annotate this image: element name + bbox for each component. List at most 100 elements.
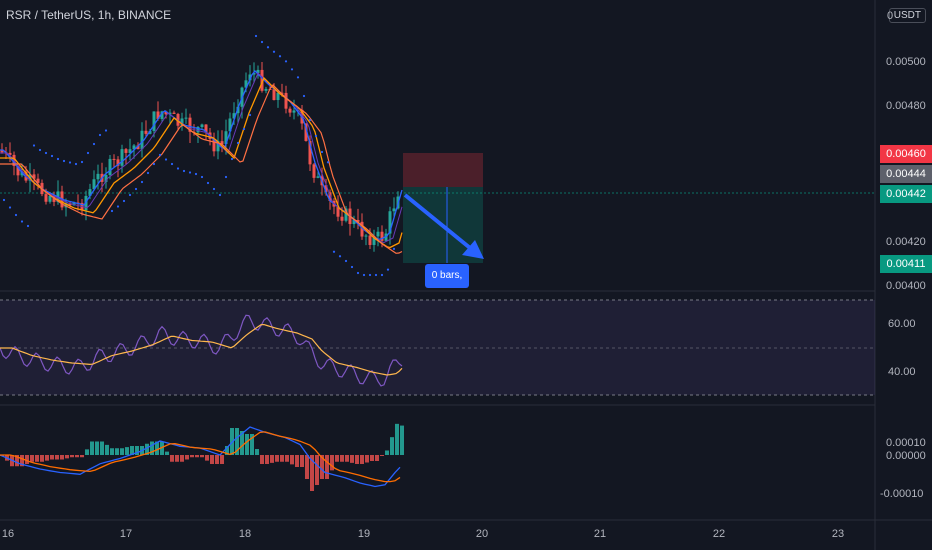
psar-dot bbox=[128, 193, 132, 197]
candle-body bbox=[36, 178, 40, 183]
macd-histogram-bar bbox=[205, 455, 209, 461]
macd-axis-label: 0.00010 bbox=[886, 437, 926, 449]
candle-body bbox=[164, 111, 168, 115]
macd-histogram-bar bbox=[55, 455, 59, 460]
candle-body bbox=[276, 92, 280, 101]
candle-body bbox=[244, 80, 248, 88]
candle-body bbox=[344, 208, 348, 221]
rsi-ma-line bbox=[0, 323, 403, 376]
macd-histogram-bar bbox=[260, 455, 264, 464]
macd-histogram-bar bbox=[70, 455, 74, 458]
macd-axis-label: 0.00000 bbox=[886, 450, 926, 462]
macd-histogram bbox=[0, 423, 404, 491]
psar-dot bbox=[272, 50, 276, 53]
psar-dot bbox=[56, 157, 60, 161]
trend-arrow[interactable] bbox=[403, 193, 477, 254]
psar-dot bbox=[158, 153, 162, 157]
macd-histogram-bar bbox=[45, 455, 49, 461]
rsi-axis-label: 40.00 bbox=[888, 366, 916, 378]
macd-histogram-bar bbox=[385, 450, 389, 455]
candle-body bbox=[160, 111, 164, 119]
macd-histogram-bar bbox=[15, 455, 19, 467]
ema-mid-line bbox=[0, 72, 403, 244]
macd-histogram-bar bbox=[135, 446, 139, 455]
psar-dot bbox=[44, 151, 48, 155]
candle-body bbox=[152, 111, 156, 131]
psar-dot bbox=[104, 129, 108, 132]
symbol-title[interactable]: RSR / TetherUS, 1h, BINANCE bbox=[6, 8, 172, 22]
macd-histogram-bar bbox=[130, 446, 134, 455]
time-axis-label: 23 bbox=[831, 528, 845, 540]
take-profit-price-badge: 0.00411 bbox=[880, 255, 932, 273]
candle-body bbox=[224, 131, 228, 144]
macd-histogram-bar bbox=[265, 455, 269, 464]
psar-dot bbox=[248, 113, 252, 117]
macd-histogram-bar bbox=[95, 441, 99, 455]
psar-dot bbox=[8, 206, 12, 209]
candle-body bbox=[96, 173, 100, 180]
macd-histogram-bar bbox=[150, 441, 154, 455]
candle-body bbox=[288, 108, 292, 113]
candle-body bbox=[116, 159, 120, 166]
candle-body bbox=[0, 150, 4, 153]
macd-histogram-bar bbox=[350, 455, 354, 463]
macd-histogram-bar bbox=[295, 455, 299, 467]
time-axis-label: 21 bbox=[593, 528, 607, 540]
psar-dot bbox=[344, 259, 348, 263]
psar-dot bbox=[194, 172, 198, 176]
time-axis-label: 19 bbox=[357, 528, 371, 540]
psar-dot bbox=[98, 133, 102, 137]
macd-histogram-bar bbox=[25, 455, 29, 464]
candle-body bbox=[124, 149, 128, 153]
candle-body bbox=[292, 110, 296, 113]
macd-histogram-bar bbox=[160, 441, 164, 455]
macd-histogram-bar bbox=[395, 423, 399, 455]
candlestick-series bbox=[0, 62, 400, 252]
psar-dot bbox=[302, 94, 306, 98]
candle-body bbox=[68, 203, 72, 206]
macd-histogram-bar bbox=[240, 431, 244, 455]
psar-dot bbox=[290, 68, 294, 71]
candle-body bbox=[284, 92, 288, 109]
candle-body bbox=[336, 206, 340, 217]
candle-body bbox=[32, 174, 36, 179]
price-axis-label: 0.00480 bbox=[886, 100, 926, 112]
psar-dot bbox=[170, 162, 174, 166]
candle-body bbox=[144, 130, 148, 134]
psar-dot bbox=[152, 162, 156, 166]
macd-histogram-bar bbox=[155, 441, 159, 455]
position-bars-label: 0 bars, bbox=[425, 264, 469, 288]
macd-histogram-bar bbox=[195, 455, 199, 458]
candle-body bbox=[316, 176, 320, 178]
stop-loss-zone[interactable] bbox=[403, 153, 483, 187]
macd-histogram-bar bbox=[165, 451, 169, 455]
psar-dot bbox=[122, 199, 126, 203]
macd-histogram-bar bbox=[170, 455, 174, 462]
psar-dot bbox=[38, 148, 42, 152]
macd-histogram-bar bbox=[105, 444, 109, 455]
macd-histogram-bar bbox=[75, 455, 79, 458]
psar-dot bbox=[188, 171, 192, 174]
psar-dot bbox=[356, 271, 360, 275]
candle-body bbox=[132, 145, 136, 150]
rsi-line bbox=[0, 314, 403, 387]
last-price-badge: 0.00444 bbox=[880, 165, 932, 183]
currency-button[interactable]: USDT bbox=[888, 8, 926, 23]
macd-histogram-bar bbox=[310, 455, 314, 491]
ema-long-line bbox=[0, 84, 403, 254]
rsi-axis-label: 60.00 bbox=[888, 318, 916, 330]
psar-dot bbox=[254, 34, 258, 38]
macd-histogram-bar bbox=[300, 455, 304, 467]
candle-body bbox=[148, 130, 152, 134]
psar-dot bbox=[326, 161, 330, 164]
candle-body bbox=[312, 164, 316, 178]
candle-body bbox=[184, 117, 188, 119]
candle-body bbox=[380, 231, 384, 241]
macd-histogram-bar bbox=[85, 449, 89, 455]
macd-histogram-bar bbox=[185, 455, 189, 460]
psar-dot bbox=[308, 118, 312, 122]
macd-histogram-bar bbox=[65, 455, 69, 459]
macd-histogram-bar bbox=[390, 437, 394, 455]
psar-dot bbox=[146, 171, 150, 175]
